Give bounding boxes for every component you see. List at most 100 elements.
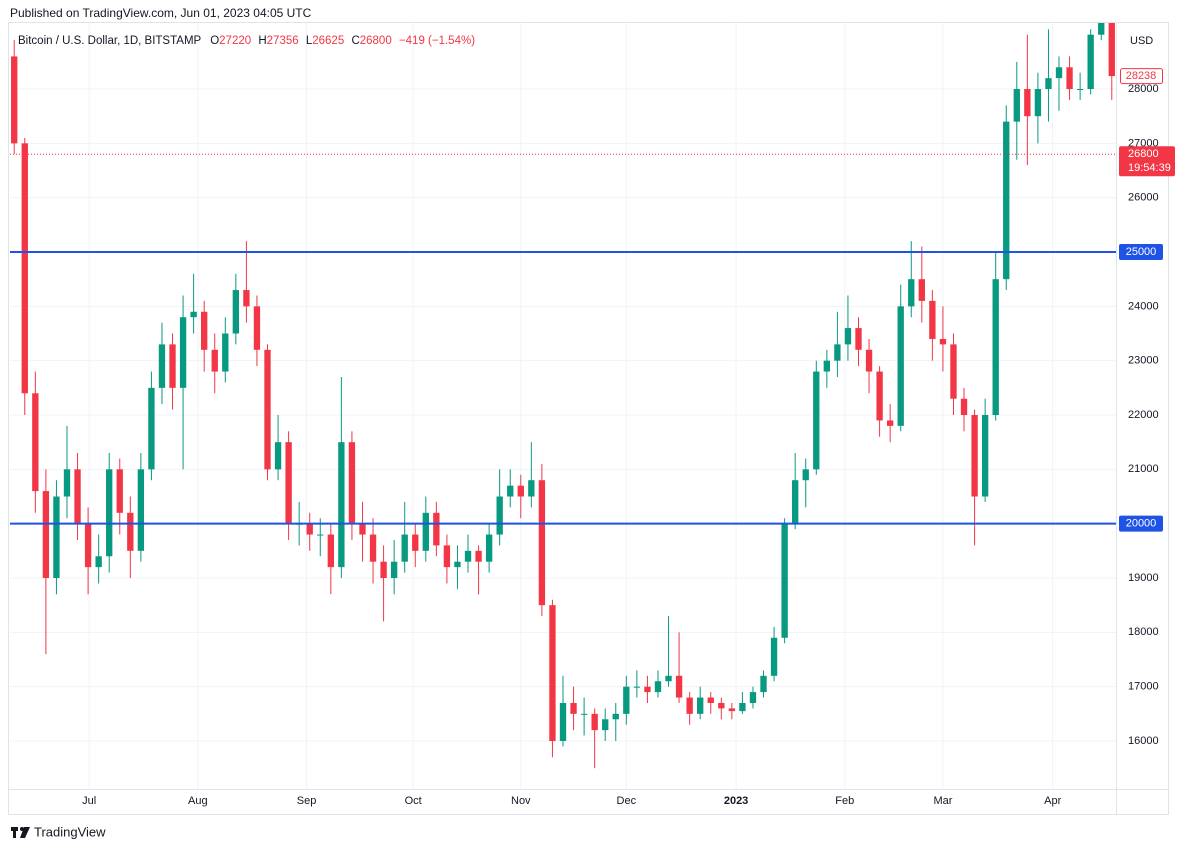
price-label-box xyxy=(1119,515,1163,532)
candle-body xyxy=(1024,89,1031,117)
candle-body xyxy=(380,561,387,579)
candle-body xyxy=(21,143,28,394)
close-label: C xyxy=(351,35,359,47)
candle-body xyxy=(232,290,240,334)
candle-body xyxy=(886,420,894,426)
candle-body xyxy=(623,686,630,714)
change-value: −419 (−1.54%) xyxy=(399,35,475,47)
candle-body xyxy=(929,300,936,339)
x-tick-label: Oct xyxy=(405,795,422,807)
high-value: 27356 xyxy=(267,35,299,47)
candle-body xyxy=(63,469,71,497)
candle-body xyxy=(633,686,641,688)
candle-body xyxy=(528,480,535,497)
candle-body xyxy=(148,387,155,470)
candle-body xyxy=(865,349,873,372)
candle-body xyxy=(644,686,651,693)
candle-body xyxy=(179,317,187,388)
candle-body xyxy=(602,719,609,731)
currency: USD xyxy=(1130,35,1153,47)
candle-body xyxy=(897,306,904,426)
open-value: 27220 xyxy=(219,35,251,47)
candle-body xyxy=(306,523,313,535)
x-tick-label: Mar xyxy=(933,795,952,807)
candle-body xyxy=(243,290,250,307)
candle-body xyxy=(1034,89,1042,117)
candle-body xyxy=(222,333,229,372)
y-tick-label: 18000 xyxy=(1128,626,1159,638)
candle-body xyxy=(781,523,788,638)
close-value: 26800 xyxy=(360,35,392,47)
candle-body xyxy=(559,702,567,742)
y-tick-label: 24000 xyxy=(1128,300,1159,312)
candle-body xyxy=(211,349,218,372)
published-note: Published on TradingView.com, Jun 01, 20… xyxy=(10,6,312,20)
candle-body xyxy=(1045,78,1052,90)
x-tick-label: Sep xyxy=(297,795,317,807)
candle-body xyxy=(327,534,334,568)
y-tick-label: 23000 xyxy=(1128,355,1159,367)
candle-body xyxy=(517,485,524,497)
y-tick-label: 16000 xyxy=(1128,735,1159,747)
candle-body xyxy=(728,708,736,712)
candle-body xyxy=(95,556,102,568)
price-label: 25000 xyxy=(1126,246,1157,258)
grid xyxy=(10,23,1116,789)
y-tick-label: 22000 xyxy=(1128,409,1159,421)
candle-body xyxy=(749,692,757,703)
candle-body xyxy=(348,442,356,524)
candle-body xyxy=(981,415,989,497)
candle-body xyxy=(813,371,820,470)
price-label: 20000 xyxy=(1126,518,1157,530)
candle-body xyxy=(939,338,947,345)
candle-body xyxy=(11,56,18,144)
candle-body xyxy=(401,534,408,562)
low-value: 26625 xyxy=(312,35,344,47)
candle-body xyxy=(433,512,440,546)
candle-body xyxy=(918,279,925,301)
candle-body xyxy=(137,469,145,551)
candle-body xyxy=(274,442,282,470)
y-tick-label: 19000 xyxy=(1128,572,1159,584)
candle-body xyxy=(1066,67,1073,90)
candle-body xyxy=(264,349,271,470)
axes: 16000 17000 18000 19000 20000 21000 22000 23000… xyxy=(82,68,1175,807)
x-tick-label: Aug xyxy=(188,795,208,807)
candle-body xyxy=(1055,67,1063,79)
low-label: L xyxy=(306,35,313,47)
plot-area xyxy=(10,23,1116,769)
candle-body xyxy=(253,306,261,350)
candle-body xyxy=(390,561,398,579)
candle-body xyxy=(127,512,134,551)
candle-body xyxy=(770,637,778,676)
x-tick-label: Dec xyxy=(617,795,637,807)
candle-body xyxy=(1076,89,1084,91)
candle-body xyxy=(190,311,197,318)
candle-body xyxy=(686,697,693,714)
high-label: H xyxy=(258,35,266,47)
candle-body xyxy=(580,713,588,715)
candle-body xyxy=(792,480,799,524)
candle-body xyxy=(1087,34,1094,90)
candle-body xyxy=(169,344,176,388)
candle-body xyxy=(538,480,546,606)
candle-body xyxy=(707,697,714,703)
candle-body xyxy=(1003,121,1010,280)
candle-body xyxy=(317,534,324,536)
candle-body xyxy=(1098,23,1105,35)
candle-body xyxy=(1108,23,1115,77)
candle-body xyxy=(654,681,662,693)
candle-body xyxy=(454,561,461,568)
candle-body xyxy=(855,328,862,350)
candle-body xyxy=(285,442,292,524)
marker-price-label: 28238 xyxy=(1126,70,1157,82)
symbol: Bitcoin / U.S. Dollar, 1D, BITSTAMP xyxy=(18,35,202,47)
legend: Bitcoin / U.S. Dollar, 1D, BITSTAMP O272… xyxy=(18,35,475,47)
last-price-label: 26800 xyxy=(1128,148,1159,160)
y-tick-label: 21000 xyxy=(1128,463,1159,475)
candle-body xyxy=(844,328,852,345)
candle-body xyxy=(760,675,767,693)
candle-body xyxy=(32,393,39,492)
candle-body xyxy=(158,344,166,388)
